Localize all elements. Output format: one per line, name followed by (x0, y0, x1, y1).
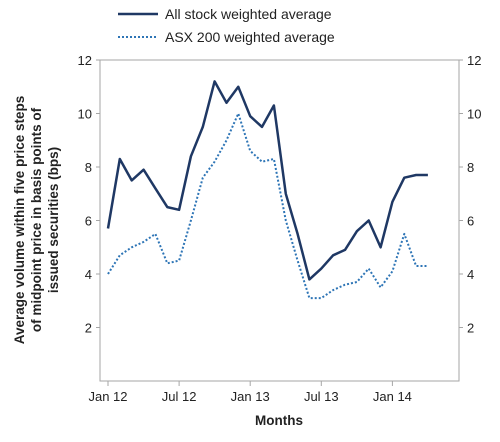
legend-label-asx200: ASX 200 weighted average (165, 29, 335, 45)
series-line-asx200 (107, 112, 428, 300)
x-tick-label: Jan 14 (373, 389, 412, 404)
y-tick-label-left: 8 (85, 160, 92, 175)
y-axis-title-line-2: of midpoint price in basis points of (29, 107, 44, 332)
y-axis-title: Average volume within five price steps o… (12, 96, 61, 345)
y-tick-label-right: 10 (467, 107, 481, 122)
y-axis-title-line-1: Average volume within five price steps (12, 96, 27, 345)
y-tick-label-right: 8 (467, 160, 474, 175)
series-line-all-stock (106, 80, 428, 281)
y-axis-right: 2 4 6 8 10 12 (459, 53, 481, 336)
y-tick-label-right: 4 (467, 267, 474, 282)
y-tick-label-right: 6 (467, 214, 474, 229)
legend: All stock weighted average ASX 200 weigh… (118, 6, 335, 45)
x-tick-label: Jan 13 (231, 389, 270, 404)
x-axis: Jan 12 Jul 12 Jan 13 Jul 13 Jan 14 (88, 381, 412, 404)
y-tick-label-left: 2 (85, 321, 92, 336)
plot-area (99, 59, 460, 382)
y-tick-label-right: 2 (467, 321, 474, 336)
y-axis-title-line-3: issued securities (bps) (46, 147, 61, 293)
y-tick-label-left: 12 (78, 53, 92, 68)
x-axis-title: Months (255, 413, 303, 428)
x-tick-label: Jan 12 (88, 389, 127, 404)
y-tick-label-left: 4 (85, 267, 92, 282)
series-layer (106, 80, 428, 300)
y-axis-left: 2 4 6 8 10 12 (78, 53, 100, 336)
x-tick-label: Jul 12 (162, 389, 197, 404)
x-tick-label: Jul 13 (304, 389, 339, 404)
y-tick-label-left: 10 (78, 107, 92, 122)
legend-label-all-stock: All stock weighted average (165, 6, 332, 22)
y-tick-label-right: 12 (467, 53, 481, 68)
y-tick-label-left: 6 (85, 214, 92, 229)
